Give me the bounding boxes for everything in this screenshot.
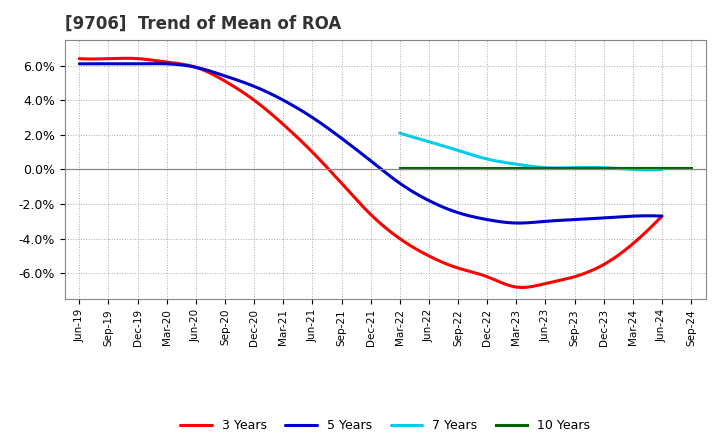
7 Years	[657, 167, 666, 172]
7 Years	[395, 130, 404, 136]
3 Years	[657, 213, 666, 219]
7 Years	[551, 165, 559, 171]
3 Years	[433, 257, 442, 263]
3 Years	[517, 285, 526, 290]
5 Years	[570, 217, 579, 222]
Line: 3 Years: 3 Years	[79, 58, 662, 287]
3 Years	[570, 274, 579, 279]
Legend: 3 Years, 5 Years, 7 Years, 10 Years: 3 Years, 5 Years, 7 Years, 10 Years	[176, 414, 595, 437]
3 Years	[75, 56, 84, 61]
7 Years	[552, 165, 560, 171]
5 Years	[422, 197, 431, 202]
3 Years	[424, 253, 433, 258]
5 Years	[433, 202, 442, 208]
7 Years	[644, 167, 653, 172]
7 Years	[633, 167, 642, 172]
3 Years	[122, 55, 130, 61]
5 Years	[151, 61, 160, 66]
10 Years	[395, 165, 404, 170]
5 Years	[424, 198, 433, 203]
10 Years	[687, 165, 696, 170]
Line: 5 Years: 5 Years	[79, 64, 662, 223]
7 Years	[616, 166, 625, 171]
7 Years	[396, 131, 405, 136]
Text: [9706]  Trend of Mean of ROA: [9706] Trend of Mean of ROA	[65, 15, 341, 33]
5 Years	[77, 61, 86, 66]
3 Years	[77, 56, 86, 62]
5 Years	[513, 220, 522, 226]
5 Years	[657, 213, 666, 219]
7 Years	[556, 165, 564, 171]
5 Years	[75, 61, 84, 66]
3 Years	[607, 257, 616, 263]
Line: 7 Years: 7 Years	[400, 133, 662, 170]
5 Years	[607, 215, 616, 220]
3 Years	[422, 252, 431, 257]
